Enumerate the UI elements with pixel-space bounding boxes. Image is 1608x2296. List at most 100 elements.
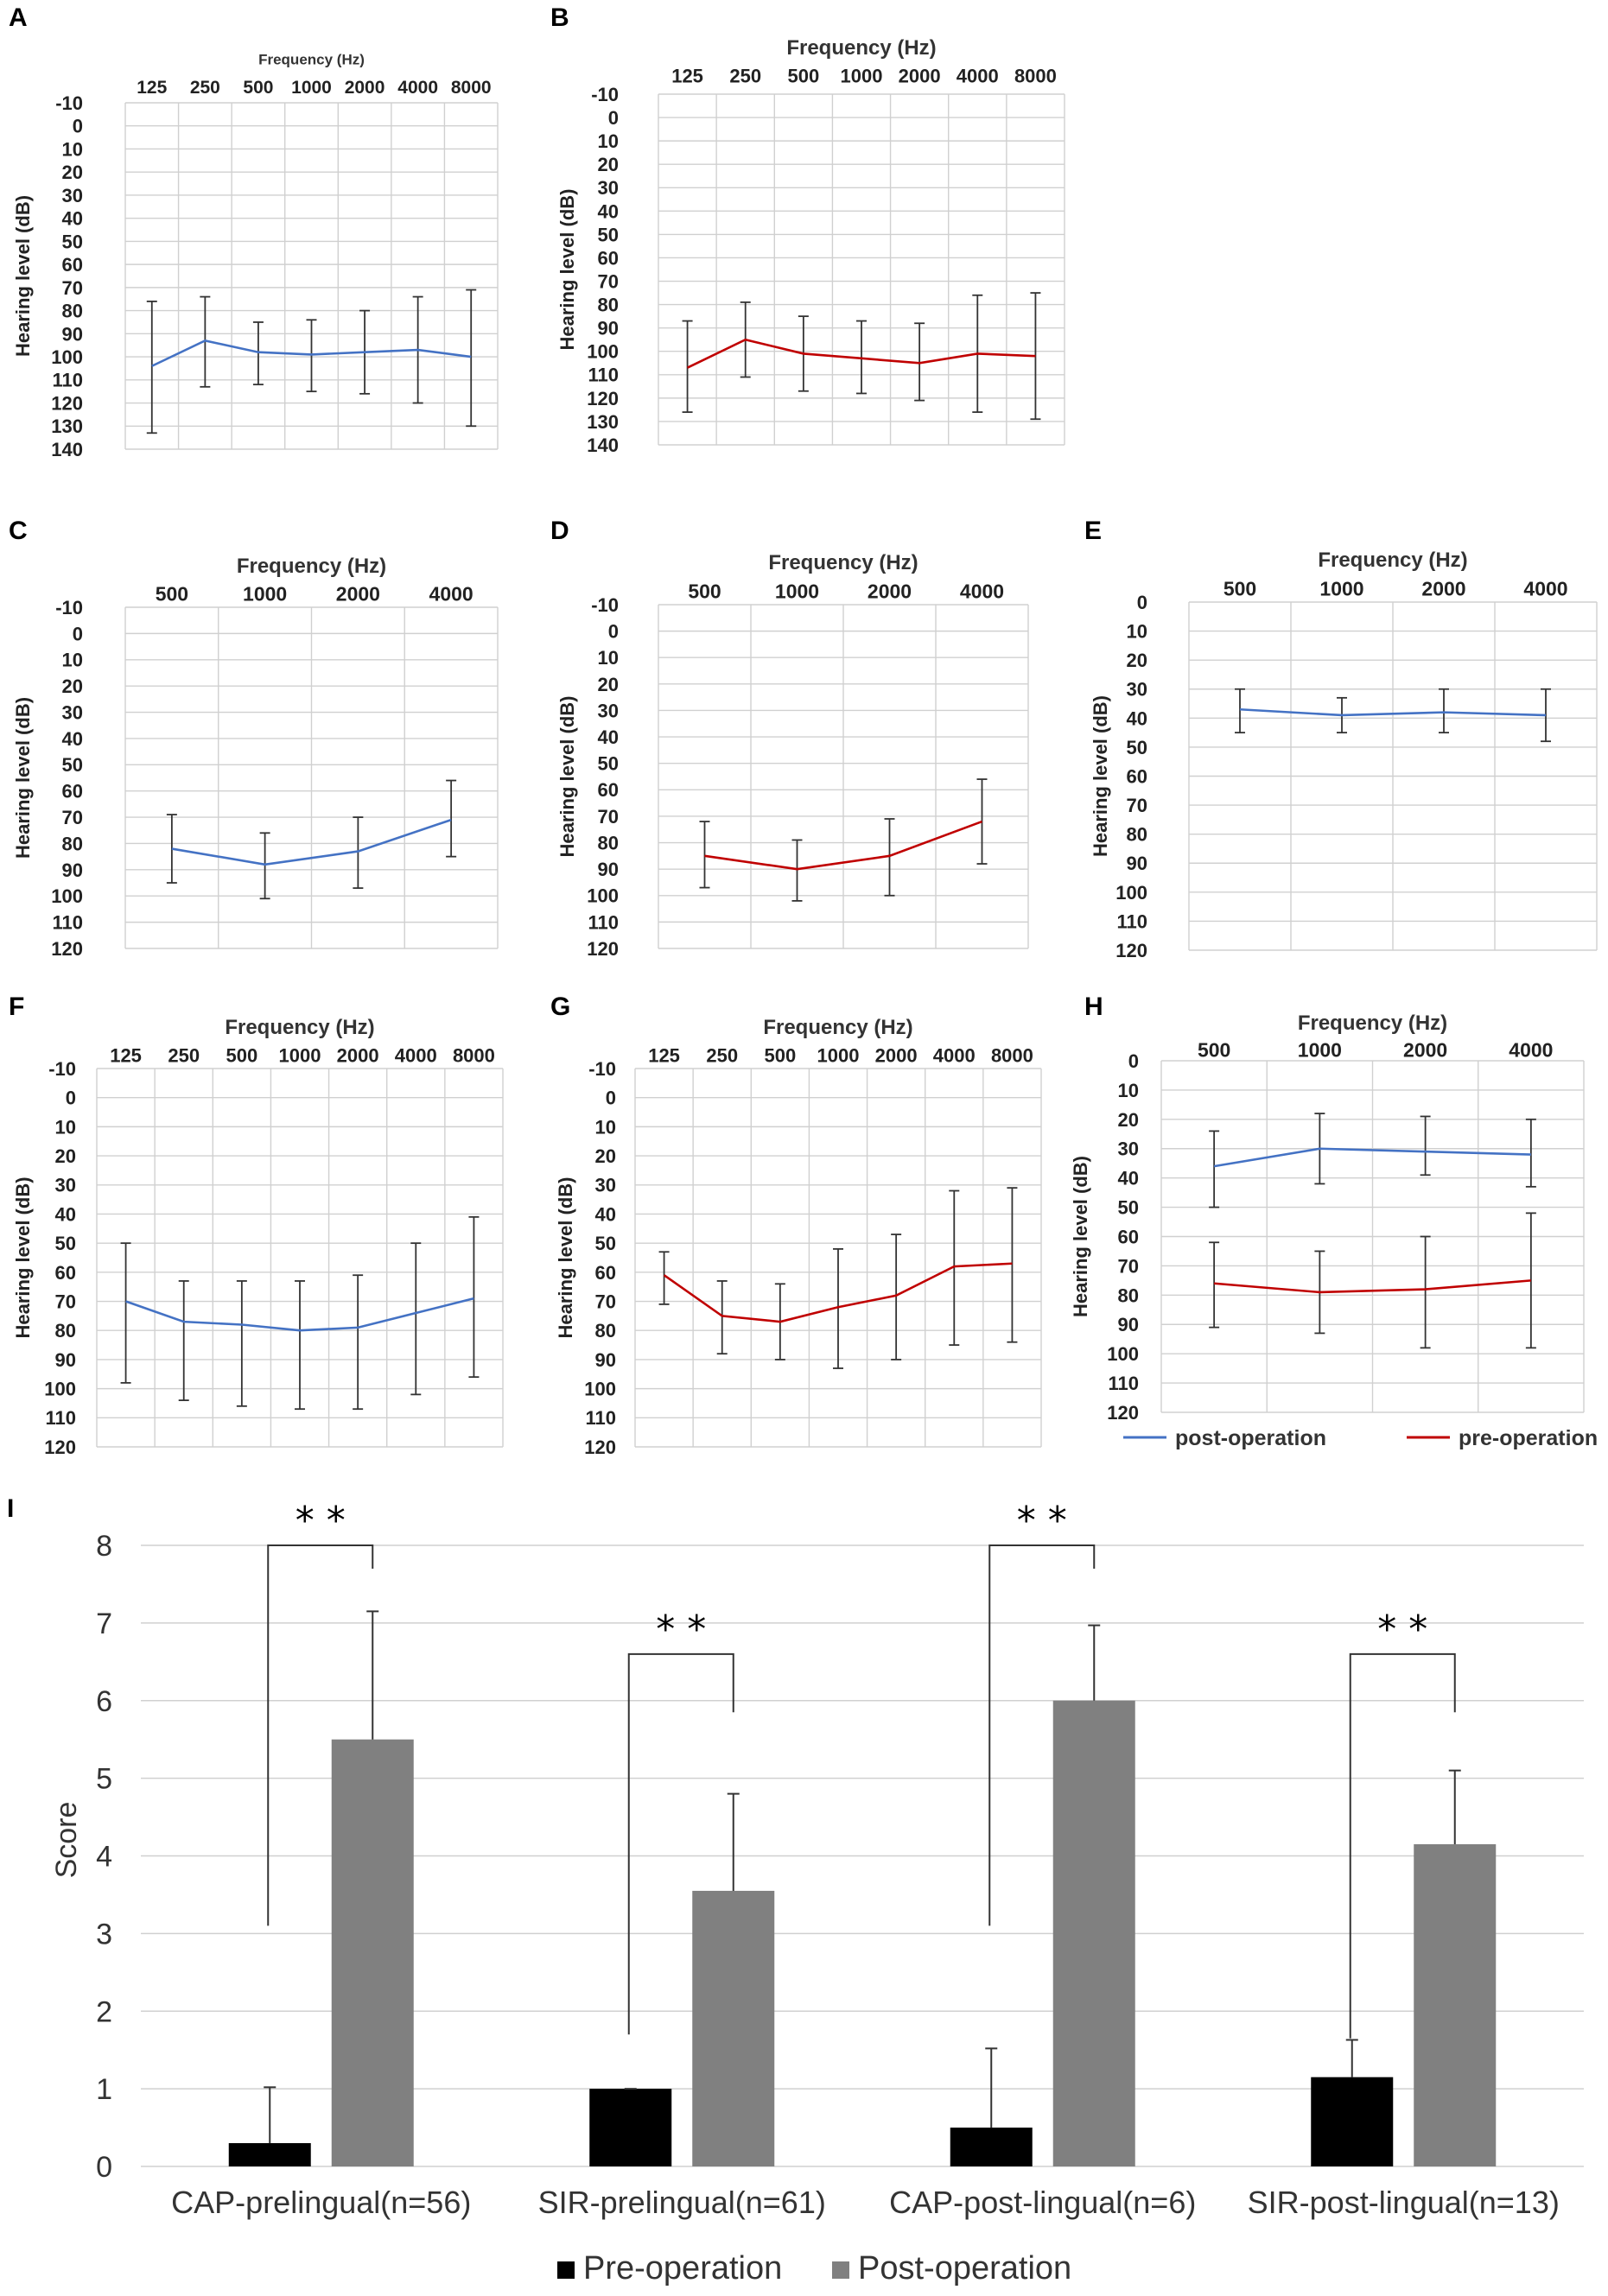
x-tick-label: 1000 <box>775 580 819 602</box>
y-tick-label: 110 <box>1117 910 1148 932</box>
y-tick-label: 10 <box>598 130 619 152</box>
series-post-operation <box>166 779 457 900</box>
y-tick-label: 90 <box>55 1349 76 1371</box>
y-tick-label: 120 <box>584 1437 616 1458</box>
series-line <box>704 820 982 871</box>
panel-label: G <box>550 993 570 1021</box>
y-tick-label: 50 <box>1118 1197 1139 1219</box>
y-tick-label: 30 <box>62 185 83 206</box>
y-tick-label: 30 <box>62 701 83 723</box>
x-tick-label: 4000 <box>957 66 999 87</box>
y-tick-label: 120 <box>587 388 619 409</box>
y-tick-label: 60 <box>55 1262 76 1284</box>
x-tick-label: 250 <box>729 66 761 87</box>
bar-group-cap-prelingual-n-56: * * CAP-prelingual(n=56) <box>171 1499 471 2220</box>
panel-label: C <box>9 517 28 545</box>
x-tick-label: 2000 <box>337 1045 379 1067</box>
x-tick-label: 500 <box>156 582 188 605</box>
significance-marker: * * <box>1377 1608 1427 1652</box>
y-axis-label: Hearing level (dB) <box>12 697 34 859</box>
y-tick-label: 80 <box>598 832 619 853</box>
series-line <box>663 1262 1013 1323</box>
y-tick-label: 80 <box>62 301 83 322</box>
y-tick-label: 100 <box>584 1379 616 1400</box>
y-tick-label: 70 <box>598 806 619 828</box>
series-pre-operation <box>682 292 1041 421</box>
y-tick-label: 60 <box>598 779 619 801</box>
y-tick-label: 20 <box>595 1145 616 1167</box>
y-tick-label: 7 <box>96 1608 112 1640</box>
grid <box>1160 1060 1585 1413</box>
grid <box>124 102 499 450</box>
audiogram-panel-c: C Frequency (Hz) 500 1000 2000 4000 -10 0 10 20 30… <box>9 517 499 960</box>
y-tick-label: -10 <box>591 84 619 105</box>
audiogram-panel-h: H Frequency (Hz) 500 1000 2000 4000 0 10 20 30 40 5… <box>1070 993 1598 1450</box>
bar-post-operation <box>692 1890 775 2166</box>
x-tick-label: 1000 <box>279 1045 321 1067</box>
y-tick-label: 4 <box>96 1841 112 1874</box>
x-tick-label: 2000 <box>1421 577 1465 599</box>
y-tick-label: 120 <box>44 1437 76 1458</box>
chart-title: Frequency (Hz) <box>763 1016 912 1039</box>
y-axis-label: Hearing level (dB) <box>12 195 34 357</box>
y-tick-label: 40 <box>62 728 83 750</box>
x-tick-label: 2000 <box>345 78 385 98</box>
y-tick-label: 120 <box>1115 940 1147 961</box>
y-tick-label: 50 <box>62 754 83 776</box>
series-pre-operation <box>658 1187 1018 1369</box>
y-tick-label: 70 <box>595 1291 616 1312</box>
panel-label: E <box>1084 517 1102 545</box>
chart-title: Frequency (Hz) <box>258 52 365 68</box>
series-line <box>1214 1279 1531 1294</box>
audiogram-panel-d: D Frequency (Hz) 500 1000 2000 4000 -10 0 10 20 30… <box>550 517 1029 960</box>
bar-post-operation <box>1414 1844 1497 2166</box>
y-tick-label: 40 <box>1118 1168 1139 1189</box>
x-tick-label: 1000 <box>817 1045 860 1067</box>
y-tick-label: 80 <box>1118 1284 1139 1306</box>
x-tick-label: 250 <box>168 1045 200 1067</box>
y-tick-label: 40 <box>1127 707 1147 729</box>
y-axis-label: Hearing level (dB) <box>12 1177 34 1338</box>
grid <box>658 604 1029 949</box>
x-tick-label: 2000 <box>899 66 941 87</box>
significance-bracket <box>627 1652 734 2035</box>
x-tick-label: 500 <box>1223 577 1256 599</box>
y-tick-label: 20 <box>55 1145 76 1167</box>
y-tick-label: 90 <box>595 1349 616 1371</box>
bar-pre-operation <box>1311 2077 1394 2166</box>
x-category-label: SIR-prelingual(n=61) <box>538 2185 826 2220</box>
series-pre-operation <box>1209 1212 1536 1349</box>
y-tick-label: 0 <box>66 1088 76 1109</box>
chart-title: Frequency (Hz) <box>225 1016 374 1039</box>
bar-pre-operation <box>589 2089 672 2166</box>
panel-label: A <box>9 3 28 32</box>
y-tick-label: 110 <box>588 911 620 933</box>
y-tick-label: 70 <box>1127 795 1147 816</box>
x-tick-label: 2000 <box>336 582 380 605</box>
y-tick-label: 40 <box>598 200 619 222</box>
y-tick-label: 120 <box>1107 1402 1139 1424</box>
y-tick-label: 20 <box>1118 1109 1139 1131</box>
x-tick-label: 2000 <box>875 1045 918 1067</box>
y-tick-label: 20 <box>598 674 619 695</box>
grid <box>124 606 499 949</box>
bar-group-cap-post-lingual-n-6: * * CAP-post-lingual(n=6) <box>889 1499 1196 2220</box>
y-tick-label: 30 <box>598 700 619 721</box>
y-tick-label: 0 <box>608 107 619 129</box>
y-tick-label: -10 <box>48 1058 76 1080</box>
y-tick-label: 30 <box>598 177 619 199</box>
y-tick-label: -10 <box>591 594 619 616</box>
y-tick-label: 110 <box>53 370 84 391</box>
panel-label: H <box>1084 993 1103 1021</box>
significance-marker: * * <box>296 1499 346 1543</box>
bar-group-sir-post-lingual-n-13: * * SIR-post-lingual(n=13) <box>1248 1608 1560 2220</box>
significance-bracket <box>1349 1652 1456 2039</box>
bar-pre-operation <box>950 2128 1033 2166</box>
y-tick-label: 60 <box>1127 765 1147 787</box>
y-tick-label: -10 <box>55 597 83 618</box>
series-line <box>1213 1147 1531 1168</box>
significance-bracket <box>267 1544 374 1926</box>
